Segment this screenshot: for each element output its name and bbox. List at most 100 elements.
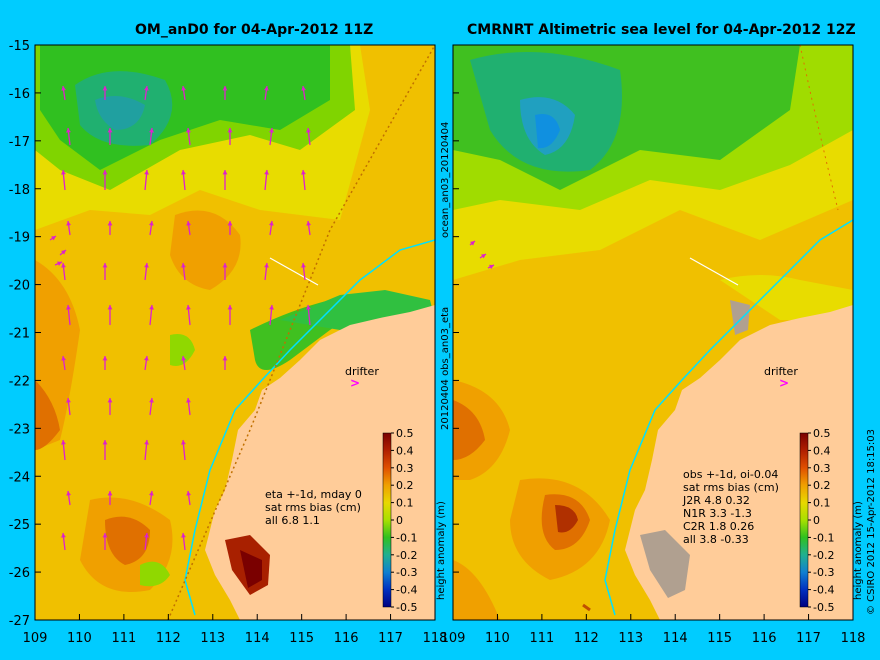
right-red-core [555,505,578,533]
lon-tick-label: 112 [574,631,599,646]
colorbar-tick-label: -0.5 [396,601,417,614]
lat-tick-label: -24 [9,470,30,485]
right-island-gray [730,300,750,335]
lat-tick-label: -15 [9,39,30,54]
lat-tick-label: -22 [9,374,30,389]
colorbar-tick-label: -0.2 [813,549,834,562]
lon-tick-label: 113 [618,631,643,646]
colorbar-tick-label: -0.4 [396,584,417,597]
lon-tick-label: 111 [111,631,136,646]
left-orange-patch [170,210,241,290]
colorbar-tick-label: -0.3 [396,566,417,579]
right-panel-title: CMRNRT Altimetric sea level for 04-Apr-2… [467,22,856,38]
left-panel-title: OM_anD0 for 04-Apr-2012 11Z [135,22,374,38]
left-orange-core [105,516,150,565]
left-green-spot2 [170,334,195,366]
stats-line: eta +-1d, mday 0 [265,488,362,501]
colorbar-tick-label: 0.1 [396,497,414,510]
left-green-spot [140,561,170,587]
right-shark-bay-gray [640,530,690,598]
left-map [35,45,435,620]
colorbar-tick-label: 0.2 [813,479,831,492]
stats-line: obs +-1d, oi-0.04 [683,468,778,481]
colorbar-tick-label: 0.5 [813,427,831,440]
stats-line: C2R 1.8 0.26 [683,520,754,533]
lon-tick-label: 114 [245,631,270,646]
stats-line: all 3.8 -0.33 [683,533,749,546]
lon-tick-label: 109 [441,631,466,646]
stats-line: sat rms bias (cm) [683,481,779,494]
colorbar-tick-label: 0 [813,514,820,527]
right-track-mark [582,603,591,612]
stats-line: sat rms bias (cm) [265,501,361,514]
right-current-arrows [469,240,495,270]
lat-tick-label: -23 [9,422,30,437]
lon-tick-label: 109 [23,631,48,646]
right-deep-orange-west [453,400,485,460]
stats-line: all 6.8 1.1 [265,514,320,527]
left-current-arrows [49,85,311,551]
lon-tick-label: 116 [752,631,777,646]
colorbar-tick-label: -0.1 [813,531,834,544]
lat-tick-label: -27 [9,614,30,629]
lon-tick-label: 116 [334,631,359,646]
lon-tick-label: 112 [156,631,181,646]
axis-labels: 109 110 111 112 113 114 115 116 117 118 -15 -16 -17 -… [9,39,866,646]
lon-tick-label: 114 [663,631,688,646]
left-deep-orange-west [35,380,60,450]
lon-tick-label: 115 [289,631,314,646]
lon-tick-label: 117 [796,631,821,646]
right-drifter-label: drifter [764,365,798,378]
credit-label: © CSIRO 2012 15-Apr-2012 18:15:03 [866,428,877,615]
left-teal-core [95,96,145,130]
lon-tick-label: 113 [200,631,225,646]
colorbar-tick-label: -0.3 [813,566,834,579]
left-drifter-label: drifter [345,365,379,378]
lat-tick-label: -18 [9,183,30,198]
right-blue-core [535,114,560,149]
colorbar-tick-label: 0.4 [396,444,414,457]
right-colorbar-ticks: 0.5 0.4 0.3 0.2 0.1 0 -0.1 -0.2 -0.3 -0.4 -0.5 [808,427,834,614]
colorbar-tick-label: 0 [396,514,403,527]
colorbar-tick-label: -0.1 [396,531,417,544]
colorbar-tick-label: 0.1 [813,497,831,510]
lat-tick-label: -20 [9,279,30,294]
lon-tick-label: 110 [67,631,92,646]
lat-tick-label: -19 [9,231,30,246]
lon-tick-label: 118 [423,631,448,646]
left-land [205,305,435,620]
colorbar-tick-label: 0.3 [396,462,414,475]
left-colorbar-ticks: 0.5 0.4 0.3 0.2 0.1 0 -0.1 -0.2 -0.3 -0.4 -0.5 [391,427,417,614]
lon-tick-label: 115 [707,631,732,646]
right-bathymetry-line [604,219,853,616]
colorbar-tick-label: 0.5 [396,427,414,440]
right-land [625,305,853,620]
lon-tick-label: 117 [378,631,403,646]
lon-tick-label: 110 [485,631,510,646]
lon-tick-label: 111 [529,631,554,646]
lat-tick-label: -26 [9,566,30,581]
colorbar-tick-label: -0.4 [813,584,834,597]
right-colorbar [799,432,809,608]
left-colorbar [382,432,392,608]
right-map [453,45,853,620]
lat-tick-label: -16 [9,87,30,102]
middle-label-top: ocean_an03_20120404 [440,121,451,238]
right-colorbar-label: height anomaly (m) [853,501,864,600]
right-drifter-marker: > [779,376,789,390]
right-drifter-track [689,257,739,286]
colorbar-tick-label: -0.2 [396,549,417,562]
right-orange-sw [453,560,500,620]
left-drifter-marker: > [350,376,360,390]
left-shark-bay-core [240,550,262,588]
colorbar-tick-label: 0.4 [813,444,831,457]
colorbar-tick-label: 0.2 [396,479,414,492]
left-colorbar-label: height anomaly (m) [436,501,447,600]
left-bathymetry-line [184,239,435,616]
lat-tick-label: -25 [9,518,30,533]
middle-label: 20120404 obs_an03_eta [440,306,451,430]
